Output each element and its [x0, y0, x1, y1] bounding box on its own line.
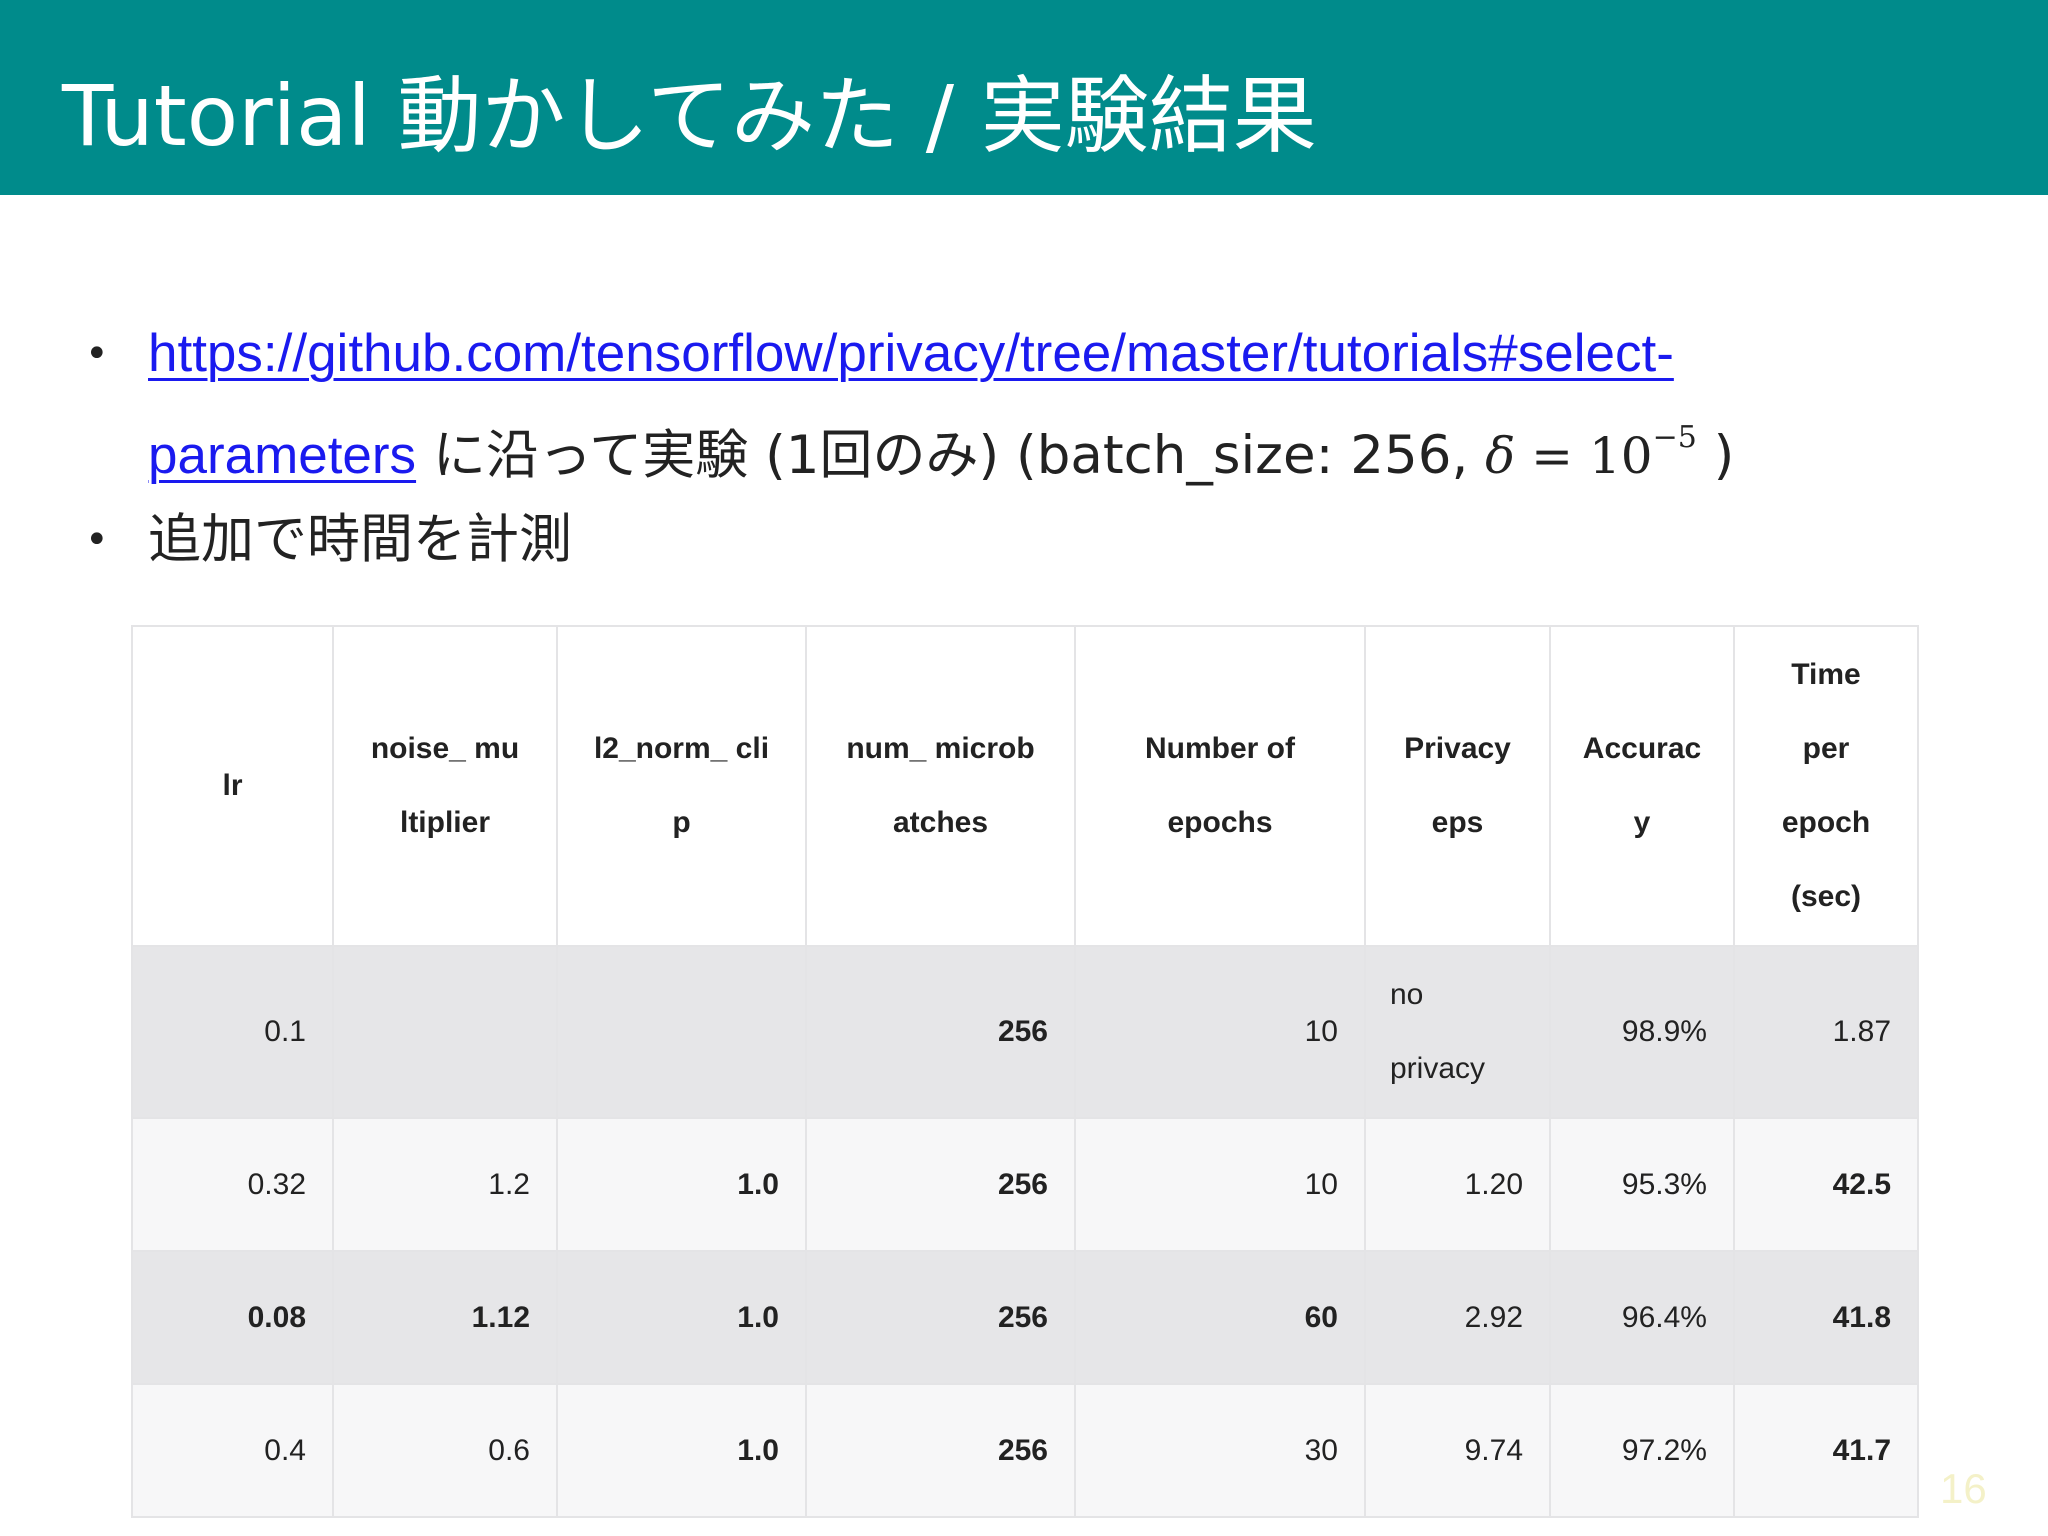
delta-equals: = 10: [1515, 427, 1653, 485]
cell-time: 41.8: [1733, 1250, 1919, 1385]
table-row: 0.32 1.2 1.0 256 10 1.20 95.3% 42.5: [131, 1117, 1919, 1252]
cell-privacy-eps: 1.20: [1364, 1117, 1551, 1252]
header-number-of-epochs: Number of epochs: [1074, 625, 1366, 947]
cell-time: 41.7: [1733, 1383, 1919, 1518]
cell-epochs: 10: [1074, 945, 1366, 1119]
delta-exponent: −5: [1652, 420, 1697, 455]
cell-privacy-eps: 2.92: [1364, 1250, 1551, 1385]
cell-lr: 0.32: [131, 1117, 334, 1252]
results-table: lr noise_ mu ltiplier l2_norm_ cli p num_ …: [131, 625, 1919, 1518]
cell-accuracy: 95.3%: [1549, 1117, 1735, 1252]
bullet-dot-icon: •: [85, 517, 109, 563]
bullet-item-timing: • 追加で時間を計測: [85, 498, 1965, 582]
delta-symbol: δ: [1485, 427, 1516, 485]
cell-privacy-eps: 9.74: [1364, 1383, 1551, 1518]
cell-epochs: 10: [1074, 1117, 1366, 1252]
timing-text: 追加で時間を計測: [148, 509, 572, 570]
cell-noise-multiplier: 0.6: [332, 1383, 558, 1518]
title-bar: Tutorial 動かしてみた / 実験結果: [0, 0, 2048, 195]
cell-l2-norm-clip: 1.0: [556, 1117, 807, 1252]
table-row: 0.1 256 10 no privacy 98.9% 1.87: [131, 945, 1919, 1119]
table-row: 0.4 0.6 1.0 256 30 9.74 97.2% 41.7: [131, 1383, 1919, 1518]
cell-noise-multiplier: 1.2: [332, 1117, 558, 1252]
experiment-description-end: ): [1696, 425, 1735, 486]
cell-time: 42.5: [1733, 1117, 1919, 1252]
cell-noise-multiplier: 1.12: [332, 1250, 558, 1385]
bullet-item-experiment: • https://github.com/tensorflow/privacy/…: [85, 312, 1965, 498]
cell-lr: 0.1: [131, 945, 334, 1119]
experiment-description: に沿って実験 (1回のみ) (batch_size: 256,: [416, 425, 1486, 486]
bullet-dot-icon: •: [85, 331, 109, 377]
cell-l2-norm-clip: 1.0: [556, 1383, 807, 1518]
table-row: 0.08 1.12 1.0 256 60 2.92 96.4% 41.8: [131, 1250, 1919, 1385]
header-privacy-eps: Privacy eps: [1364, 625, 1551, 947]
header-lr: lr: [131, 625, 334, 947]
cell-lr: 0.4: [131, 1383, 334, 1518]
cell-accuracy: 98.9%: [1549, 945, 1735, 1119]
cell-l2-norm-clip: 1.0: [556, 1250, 807, 1385]
cell-l2-norm-clip: [556, 945, 807, 1119]
cell-epochs: 30: [1074, 1383, 1366, 1518]
cell-noise-multiplier: [332, 945, 558, 1119]
header-time-per-epoch: Time per epoch (sec): [1733, 625, 1919, 947]
tutorial-link-part2: parameters: [148, 426, 417, 485]
cell-epochs: 60: [1074, 1250, 1366, 1385]
cell-privacy-eps: no privacy: [1364, 945, 1551, 1119]
bullet-list: • https://github.com/tensorflow/privacy/…: [85, 312, 1965, 582]
cell-num-microbatches: 256: [805, 1250, 1076, 1385]
cell-lr: 0.08: [131, 1250, 334, 1385]
header-noise-multiplier: noise_ mu ltiplier: [332, 625, 558, 947]
cell-num-microbatches: 256: [805, 1117, 1076, 1252]
cell-time: 1.87: [1733, 945, 1919, 1119]
tutorial-link-part1: https://github.com/tensorflow/privacy/tr…: [148, 324, 1674, 383]
header-accuracy: Accurac y: [1549, 625, 1735, 947]
cell-num-microbatches: 256: [805, 1383, 1076, 1518]
delta-formula: δ = 10−5: [1485, 420, 1697, 485]
page-number: 16: [1940, 1465, 1987, 1512]
cell-accuracy: 97.2%: [1549, 1383, 1735, 1518]
header-num-microbatches: num_ microb atches: [805, 625, 1076, 947]
tutorial-link[interactable]: https://github.com/tensorflow/privacy/tr…: [148, 324, 1674, 485]
slide-title: Tutorial 動かしてみた / 実験結果: [62, 67, 1317, 165]
cell-accuracy: 96.4%: [1549, 1250, 1735, 1385]
header-l2-norm-clip: l2_norm_ cli p: [556, 625, 807, 947]
table-header-row: lr noise_ mu ltiplier l2_norm_ cli p num_ …: [131, 625, 1919, 947]
cell-num-microbatches: 256: [805, 945, 1076, 1119]
